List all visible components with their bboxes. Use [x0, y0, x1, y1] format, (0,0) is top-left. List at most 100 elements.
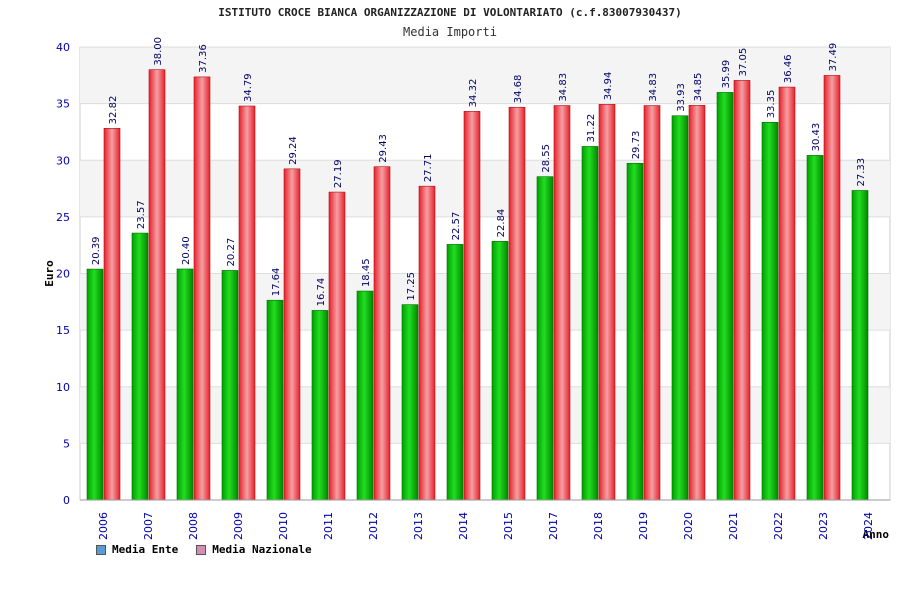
y-tick-label: 30	[56, 154, 70, 167]
bar-media-ente	[221, 270, 239, 501]
x-tick-label: 2023	[817, 512, 830, 540]
bar-media-ente	[86, 268, 104, 501]
x-tick-label: 2017	[547, 512, 560, 540]
bar-media-ente	[806, 155, 824, 501]
bar-media-nazionale	[418, 185, 436, 501]
data-label: 22.84	[496, 209, 507, 238]
chart-title: ISTITUTO CROCE BIANCA ORGANIZZAZIONE DI …	[218, 6, 682, 19]
x-tick-label: 2013	[412, 512, 425, 540]
data-label: 35.99	[721, 60, 732, 89]
data-label: 36.46	[783, 54, 794, 83]
bars-group	[86, 69, 869, 501]
data-label: 22.57	[451, 212, 462, 241]
value-labels: 20.39 32.82 23.57 38.00 20.40 37.36 20.27 34.79…	[91, 37, 867, 306]
x-tick-label: 2014	[457, 512, 470, 540]
data-label: 34.68	[513, 75, 524, 104]
x-tick-label: 2008	[187, 512, 200, 540]
bar-media-ente	[131, 232, 149, 501]
data-label: 16.74	[316, 278, 327, 307]
data-label: 37.49	[828, 43, 839, 72]
data-label: 29.73	[631, 131, 642, 160]
bar-media-nazionale	[148, 69, 166, 501]
data-label: 38.00	[153, 37, 164, 66]
data-label: 23.57	[136, 200, 147, 229]
bar-media-ente	[671, 115, 689, 501]
bar-media-ente	[311, 310, 329, 501]
data-label: 34.79	[243, 73, 254, 102]
bar-media-ente	[446, 244, 464, 501]
x-tick-label: 2010	[277, 512, 290, 540]
axes: 0 5 10 15 20 25 30 35 40 Euro Anno 2006 2007 2008 2009…	[43, 41, 890, 541]
bar-media-ente	[491, 241, 509, 501]
data-label: 37.36	[198, 44, 209, 73]
data-label: 27.71	[423, 154, 434, 183]
chart-subtitle: Media Importi	[403, 25, 497, 39]
legend-swatch-media-ente	[96, 544, 106, 555]
bar-media-ente	[716, 92, 734, 501]
y-tick-label: 5	[63, 437, 70, 450]
bar-media-nazionale	[733, 80, 751, 501]
bar-media-ente	[356, 290, 374, 501]
data-label: 32.82	[108, 96, 119, 125]
y-tick-label: 15	[56, 324, 70, 337]
plot-band	[80, 160, 890, 217]
x-tick-label: 2024	[862, 512, 875, 540]
bar-media-nazionale	[823, 75, 841, 501]
y-tick-label: 0	[63, 494, 70, 507]
data-label: 29.24	[288, 136, 299, 165]
bar-media-nazionale	[778, 86, 796, 501]
data-label: 20.27	[226, 238, 237, 267]
bar-media-ente	[761, 122, 779, 501]
x-tick-label: 2009	[232, 512, 245, 540]
bar-media-nazionale	[373, 166, 391, 501]
y-tick-label: 10	[56, 381, 70, 394]
legend-label-media-ente: Media Ente	[112, 543, 179, 556]
data-label: 20.39	[91, 236, 102, 265]
y-tick-label: 20	[56, 268, 70, 281]
bar-media-nazionale	[598, 104, 616, 501]
x-tick-label: 2022	[772, 512, 785, 540]
legend-item-media-ente: Media Ente	[96, 543, 178, 556]
data-label: 34.32	[468, 79, 479, 108]
legend-swatch-media-nazionale	[196, 544, 207, 555]
data-label: 18.45	[361, 258, 372, 287]
x-axis-title: Anno	[863, 528, 890, 541]
bar-media-nazionale	[283, 168, 301, 501]
data-label: 27.19	[333, 159, 344, 188]
legend-label-media-nazionale: Media Nazionale	[212, 543, 312, 556]
x-tick-label: 2018	[592, 512, 605, 540]
bar-media-ente	[266, 299, 284, 501]
data-label: 37.05	[738, 48, 749, 77]
bar-media-nazionale	[193, 76, 211, 501]
data-label: 17.64	[271, 268, 282, 297]
plot-band	[80, 47, 890, 104]
data-label: 30.43	[811, 123, 822, 152]
y-axis-title: Euro	[43, 260, 56, 287]
bar-media-nazionale	[553, 105, 571, 501]
plot-background	[79, 46, 891, 501]
x-tick-label: 2012	[367, 512, 380, 540]
y-tick-label: 35	[56, 98, 70, 111]
bar-media-nazionale	[463, 111, 481, 501]
bar-media-ente	[536, 176, 554, 501]
bar-media-nazionale	[643, 105, 661, 501]
data-label: 31.22	[586, 114, 597, 143]
x-tick-label: 2011	[322, 512, 335, 540]
bar-media-ente	[626, 163, 644, 501]
legend: Media Ente Media Nazionale	[96, 543, 312, 556]
bar-media-ente	[401, 304, 419, 501]
data-label: 28.55	[541, 144, 552, 173]
x-tick-label: 2015	[502, 512, 515, 540]
data-label: 34.85	[693, 73, 704, 102]
bar-media-nazionale	[688, 105, 706, 501]
bar-media-nazionale	[508, 106, 526, 501]
data-label: 20.40	[181, 236, 192, 265]
x-tick-label: 2019	[637, 512, 650, 540]
x-tick-label: 2006	[97, 512, 110, 540]
y-tick-label: 40	[56, 41, 70, 54]
x-tick-label: 2007	[142, 512, 155, 540]
data-label: 34.94	[603, 72, 614, 101]
plot-band	[80, 273, 890, 331]
data-label: 17.25	[406, 272, 417, 301]
